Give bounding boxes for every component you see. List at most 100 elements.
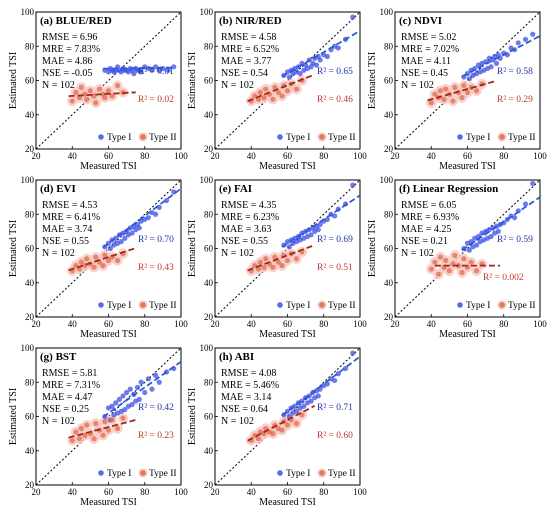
type2-point [109, 93, 115, 99]
stat-line: N = 102 [401, 80, 434, 91]
y-tick-label: 100 [21, 343, 35, 353]
type2-point [293, 256, 300, 262]
y-tick-label: 100 [21, 7, 35, 17]
legend-type1-label: Type I [286, 469, 310, 479]
type1-point [153, 64, 159, 70]
type2-point [84, 422, 90, 428]
type2-fit-line [68, 247, 136, 272]
x-tick-label: 20 [211, 487, 221, 497]
x-tick-label: 40 [247, 487, 257, 497]
type2-point [452, 84, 458, 90]
type2-point [78, 84, 84, 90]
type1-fit-line [103, 66, 172, 70]
type1-point [324, 53, 330, 60]
legend-type2-label: Type II [328, 133, 356, 143]
stat-line: MRE = 7.31% [42, 380, 100, 391]
type2-point [459, 269, 465, 276]
type1-point [153, 372, 159, 378]
type1-point [149, 67, 155, 73]
panel-title: (f) Linear Regression [399, 183, 498, 195]
panel-6: 20 40 60 80 100 20 40 60 80 100 Measured TSI Estima… [367, 175, 547, 340]
type2-point [82, 432, 88, 438]
y-tick-label: 40 [204, 446, 214, 456]
type1-point [109, 403, 115, 409]
type1-r2-label: R² = 0.71 [317, 403, 353, 413]
y-tick-label: 100 [380, 175, 394, 185]
type2-point [78, 259, 84, 265]
type2-point [441, 96, 447, 102]
y-tick-label: 80 [25, 209, 35, 219]
one-to-one-line [215, 348, 360, 485]
panel-7: 20 40 60 80 100 20 40 60 80 100 Measured TSI Estima… [8, 343, 188, 508]
type1-point [350, 14, 356, 20]
type2-point [120, 415, 126, 421]
legend-type2-marker [140, 134, 146, 140]
type1-point [332, 377, 338, 384]
type1-point [118, 239, 124, 245]
y-tick-label: 80 [204, 209, 214, 219]
x-tick-label: 20 [32, 487, 42, 497]
type1-point [153, 211, 159, 217]
x-tick-label: 100 [353, 151, 367, 161]
type1-point [308, 232, 314, 238]
stat-line: N = 102 [221, 248, 254, 259]
type2-point [102, 419, 108, 425]
x-tick-label: 80 [140, 487, 150, 497]
type2-point [263, 86, 269, 92]
type1-point [136, 396, 142, 402]
type1-point [120, 393, 126, 399]
stat-line: NSE = 0.45 [401, 68, 448, 79]
type1-r2-label: R² = 0.58 [497, 67, 533, 77]
type2-point [114, 83, 121, 89]
type1-point [522, 36, 529, 43]
stat-line: NSE = 0.21 [401, 236, 448, 247]
type1-point [293, 408, 300, 414]
type1-point [530, 180, 536, 187]
stat-line: N = 102 [42, 416, 75, 427]
x-tick-label: 60 [463, 319, 473, 329]
type1-point [308, 398, 314, 404]
type2-point [255, 436, 262, 442]
type1-point [488, 233, 494, 240]
x-axis-label: Measured TSI [80, 161, 137, 172]
x-tick-label: 100 [353, 487, 367, 497]
type1-fit-line [461, 196, 540, 251]
x-tick-label: 40 [68, 487, 78, 497]
type2-point [452, 252, 458, 258]
legend: Type I Type II [98, 468, 177, 479]
panel-3: 20 40 60 80 100 20 40 60 80 100 Measured TSI Estima… [367, 7, 547, 172]
x-axis-label: Measured TSI [259, 161, 316, 172]
x-tick-label: 80 [319, 487, 329, 497]
y-tick-label: 20 [204, 312, 214, 322]
x-tick-label: 80 [319, 319, 329, 329]
legend-type1-marker [98, 302, 104, 308]
y-axis-label: Estimated TSI [8, 388, 19, 445]
type1-point [145, 215, 151, 221]
stat-line: MAE = 4.11 [401, 56, 451, 67]
x-tick-label: 100 [533, 319, 547, 329]
type2-point [257, 89, 263, 96]
type1-r2-label: R² = 0.65 [317, 67, 353, 77]
type2-point [293, 86, 300, 92]
type1-point [286, 244, 292, 250]
type1-fit-line [102, 187, 181, 249]
y-tick-label: 100 [200, 7, 214, 17]
one-to-one-line [395, 12, 540, 149]
panel-title: (c) NDVI [399, 15, 442, 27]
x-tick-label: 100 [353, 319, 367, 329]
panel-title: (g) BST [40, 351, 77, 363]
type1-r2-label: R² = 0.59 [497, 235, 533, 245]
type1-point [488, 64, 494, 70]
legend-type2-marker [499, 302, 505, 308]
legend-type1-label: Type I [466, 301, 490, 311]
legend-type1-marker [98, 134, 104, 140]
one-to-one-line [395, 180, 540, 317]
y-tick-label: 60 [204, 244, 214, 254]
type2-point [279, 427, 285, 433]
legend: Type I Type II [277, 132, 356, 143]
x-tick-label: 80 [140, 151, 150, 161]
legend-type2-label: Type II [508, 133, 536, 143]
type1-point [122, 235, 128, 241]
type2-point [443, 86, 449, 92]
legend-type1-label: Type I [286, 301, 310, 311]
